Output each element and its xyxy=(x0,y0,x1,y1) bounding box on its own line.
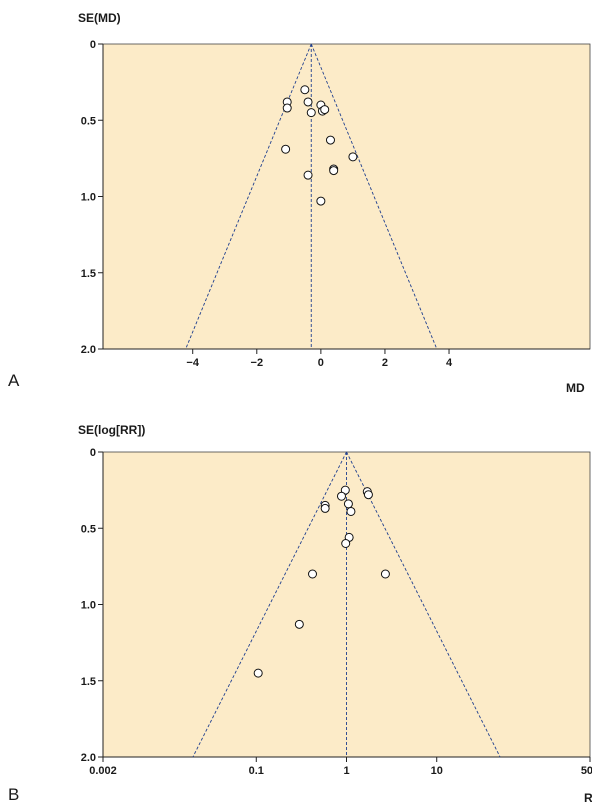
panel-a-study-point xyxy=(316,196,326,206)
panel-b-y-tick-label: 0 xyxy=(90,447,96,459)
panel-b-y-tick-label: 1.0 xyxy=(81,600,96,612)
panel-a-letter: A xyxy=(8,371,20,390)
panel-b-points xyxy=(253,485,390,678)
panel-a-x-tick-label: −4 xyxy=(186,357,199,369)
panel-b-y-tick-label: 0.5 xyxy=(81,523,96,535)
panel-a-x-tick-label: 4 xyxy=(446,357,453,369)
panel-b-study-point xyxy=(320,503,330,513)
panel-b-study-point xyxy=(380,569,390,579)
panel-b-study-point xyxy=(363,490,373,500)
panel-a-study-point xyxy=(348,152,358,162)
panel-a-points xyxy=(281,85,358,206)
panel-b-x-tick-label: 1 xyxy=(343,765,349,777)
panel-a-y-tick-label: 1.0 xyxy=(81,192,96,204)
panel-a-ticks: 0 0.5 1.0 1.5 2.0 −4 −2 0 2 4 xyxy=(81,39,590,369)
panel-a-y-tick-label: 2.0 xyxy=(81,344,96,356)
panel-a-study-point xyxy=(303,170,313,180)
panel-a-study-point xyxy=(325,135,335,145)
panel-a-x-tick-label: −2 xyxy=(251,357,264,369)
panel-b-x-tick-label: 0.1 xyxy=(249,765,264,777)
panel-b-x-tick-label: 0.002 xyxy=(89,765,117,777)
panel-a-study-point xyxy=(282,103,292,113)
panel-b-study-point xyxy=(308,569,318,579)
panel-a-y-axis-label: SE(MD) xyxy=(78,11,121,25)
panel-b-funnel-plot: SE(log[RR]) RR B 0 0.5 1.0 1.5 2.00.002 0.1 1 1… xyxy=(8,423,592,804)
panel-b-letter: B xyxy=(8,785,19,804)
panel-a-study-point xyxy=(281,144,291,154)
panel-b-y-tick-label: 1.5 xyxy=(81,676,96,688)
panel-b-funnel-right-limit xyxy=(346,451,501,758)
panel-b-y-tick-label: 2.0 xyxy=(81,752,96,764)
panel-b-study-point xyxy=(336,491,346,501)
panel-a-study-point xyxy=(303,97,313,107)
panel-b-x-axis-label: RR xyxy=(584,791,592,804)
panel-b-study-point xyxy=(294,619,304,629)
panel-a-x-tick-label: 2 xyxy=(382,357,388,369)
panel-b-study-point xyxy=(346,506,356,516)
panel-b-ticks: 0 0.5 1.0 1.5 2.00.002 0.1 1 10 500 xyxy=(81,447,592,777)
panel-b-x-tick-label: 500 xyxy=(581,765,592,777)
panel-a-y-tick-label: 1.5 xyxy=(81,268,96,280)
panel-a-study-point xyxy=(320,105,330,115)
panel-a-y-tick-label: 0.5 xyxy=(81,115,96,127)
panel-a-funnel-lines xyxy=(185,43,438,350)
panel-a-x-axis-label: MD xyxy=(566,381,585,395)
panel-a-study-point xyxy=(300,85,310,95)
panel-b-y-axis-label: SE(log[RR]) xyxy=(78,423,145,437)
panel-a-funnel-plot: SE(MD) MD A 0 0.5 1.0 1.5 2.0 −4 −2 0 2 4 xyxy=(8,11,591,395)
panel-b-funnel-left-limit xyxy=(192,451,347,758)
panel-a-y-tick-label: 0 xyxy=(90,39,96,51)
panel-b-study-point xyxy=(253,668,263,678)
panel-b-study-point xyxy=(343,499,353,509)
panel-a-x-tick-label: 0 xyxy=(318,357,324,369)
panel-a-study-point xyxy=(306,108,316,118)
panel-b-study-point xyxy=(341,539,351,548)
panel-a-plot-area xyxy=(102,43,591,350)
panel-a-study-point xyxy=(329,166,339,176)
panel-b-x-tick-label: 10 xyxy=(431,765,443,777)
